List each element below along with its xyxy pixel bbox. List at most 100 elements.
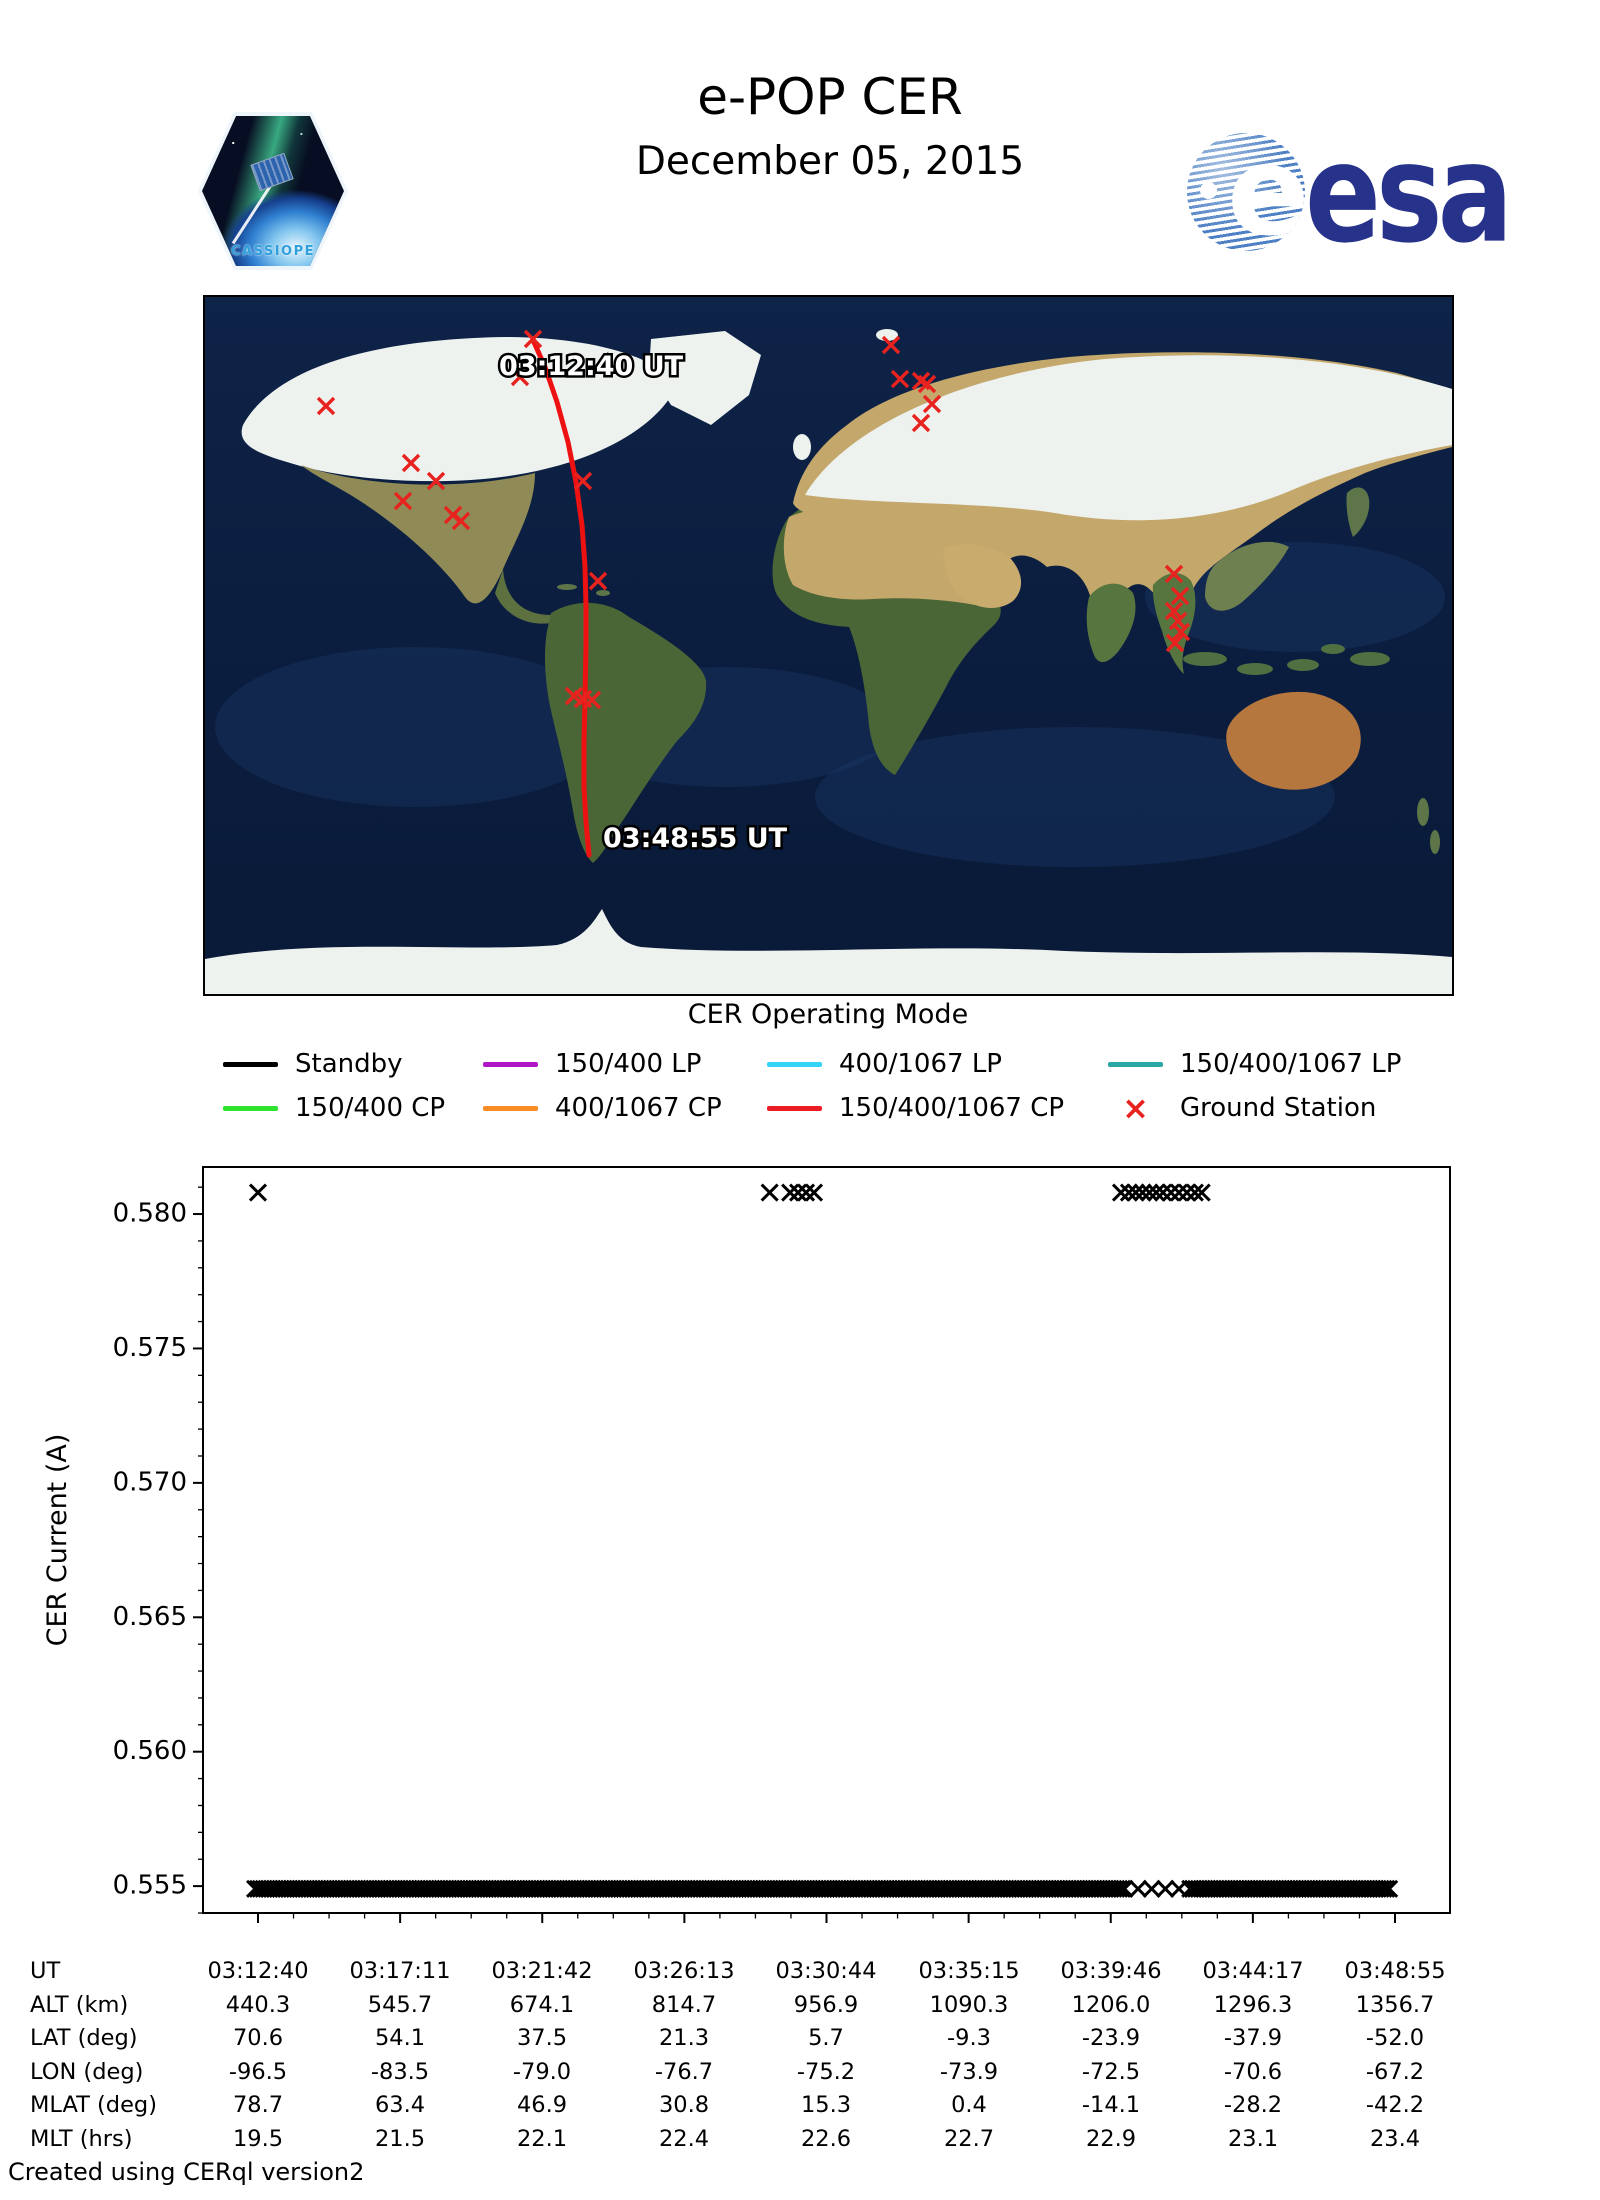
table-cell: 674.1 bbox=[509, 1992, 575, 2018]
ground-track-map-frame: 03:12:40 UT 03:48:55 UT bbox=[203, 295, 1454, 996]
data-point-x bbox=[1128, 1879, 1148, 1898]
y-axis-label: CER Current (A) bbox=[42, 1434, 73, 1647]
legend-item-400-1067-cp: 400/1067 CP bbox=[483, 1092, 722, 1124]
page-date: December 05, 2015 bbox=[635, 139, 1025, 184]
table-cell: 03:44:17 bbox=[1202, 1958, 1304, 1984]
y-tick-label: 0.580 bbox=[113, 1199, 187, 1229]
ground-station-marker bbox=[922, 394, 942, 414]
legend-line-swatch bbox=[1108, 1061, 1163, 1067]
table-cell: 1356.7 bbox=[1355, 1992, 1435, 2018]
table-cell: -42.2 bbox=[1365, 2092, 1425, 2118]
legend-label: Ground Station bbox=[1180, 1093, 1377, 1123]
table-cell: 03:21:42 bbox=[491, 1958, 593, 1984]
data-point-x bbox=[804, 1183, 824, 1202]
cassiope-mission-patch: CASSIOPE bbox=[198, 112, 348, 270]
legend-item-150-400-1067-lp: 150/400/1067 LP bbox=[1108, 1048, 1401, 1080]
data-point-x bbox=[1126, 1183, 1145, 1202]
ground-station-x-icon: × bbox=[1122, 1089, 1149, 1127]
cassiope-patch-label: CASSIOPE bbox=[230, 244, 316, 259]
ground-station-marker bbox=[510, 367, 530, 387]
table-cell: 814.7 bbox=[651, 1992, 717, 2018]
data-point-x bbox=[248, 1183, 268, 1202]
cer-current-plot: 0.555 0.560 0.565 0.570 0.575 0.580 CER Curren… bbox=[42, 1166, 1451, 1923]
table-cell: 23.1 bbox=[1227, 2126, 1279, 2152]
table-cell: -79.0 bbox=[512, 2059, 572, 2085]
page-title: e-POP CER bbox=[697, 68, 963, 126]
data-point-x bbox=[1153, 1183, 1173, 1202]
table-cell: 63.4 bbox=[374, 2092, 426, 2118]
ground-station-marker bbox=[1165, 633, 1185, 653]
data-point-x bbox=[1133, 1183, 1152, 1202]
table-cell: -72.5 bbox=[1081, 2059, 1141, 2085]
data-point-x bbox=[1112, 1879, 1132, 1898]
legend-label: 400/1067 CP bbox=[555, 1093, 722, 1123]
ground-station-marker bbox=[316, 396, 336, 416]
data-point-x bbox=[781, 1183, 800, 1202]
table-row-label: LAT (deg) bbox=[30, 2025, 138, 2051]
ground-station-marker bbox=[523, 329, 543, 349]
ground-station-marker bbox=[1168, 611, 1188, 631]
data-point-x bbox=[1115, 1879, 1134, 1898]
table-cell: 03:35:15 bbox=[918, 1958, 1020, 1984]
legend-label: 150/400/1067 CP bbox=[839, 1093, 1065, 1123]
legend-item-standby: Standby bbox=[223, 1048, 403, 1080]
table-row-label: MLT (hrs) bbox=[30, 2126, 133, 2152]
table-cell: 30.8 bbox=[658, 2092, 710, 2118]
table-row-ut: UT 03:12:40 03:17:11 03:21:42 03:26:13 03:30:… bbox=[0, 1958, 1600, 1988]
legend-label: 150/400 LP bbox=[555, 1049, 702, 1079]
data-point-x bbox=[1147, 1183, 1166, 1202]
data-point-x bbox=[1111, 1183, 1131, 1202]
table-cell: 54.1 bbox=[374, 2025, 426, 2051]
esa-globe-icon: e bbox=[1187, 133, 1305, 251]
footer-credit: Created using CERql version2 bbox=[8, 2158, 365, 2186]
legend-line-swatch bbox=[223, 1061, 278, 1067]
legend-item-150-400-1067-cp: 150/400/1067 CP bbox=[767, 1092, 1064, 1124]
legend-label: 150/400 CP bbox=[295, 1093, 446, 1123]
table-row-label: UT bbox=[30, 1958, 61, 1984]
table-cell: 70.6 bbox=[232, 2025, 284, 2051]
table-cell: 03:48:55 bbox=[1344, 1958, 1446, 1984]
data-point-x bbox=[1107, 1879, 1126, 1898]
table-row-lat-deg-: LAT (deg) 70.6 54.1 37.5 21.3 5.7 -9.3 -23.9 -37… bbox=[0, 2025, 1600, 2055]
table-cell: -73.9 bbox=[939, 2059, 999, 2085]
table-cell: 22.7 bbox=[943, 2126, 995, 2152]
data-point-x bbox=[1140, 1183, 1159, 1202]
ground-station-marker bbox=[881, 335, 901, 355]
table-cell: -37.9 bbox=[1223, 2025, 1283, 2051]
data-point-x bbox=[1377, 1879, 1396, 1898]
legend-line-swatch bbox=[223, 1105, 278, 1111]
table-cell: 440.3 bbox=[225, 1992, 291, 2018]
y-tick-label: 0.560 bbox=[113, 1736, 187, 1766]
data-point-x bbox=[1192, 1183, 1211, 1202]
ground-station-marker bbox=[573, 471, 593, 491]
data-point-x bbox=[1177, 1183, 1196, 1202]
table-cell: 03:12:40 bbox=[207, 1958, 309, 1984]
table-cell: 03:39:46 bbox=[1060, 1958, 1162, 1984]
legend-title: CER Operating Mode bbox=[687, 999, 969, 1030]
table-cell: -14.1 bbox=[1081, 2092, 1141, 2118]
table-cell: 5.7 bbox=[808, 2025, 844, 2051]
ground-station-marker bbox=[1171, 622, 1191, 642]
legend-item-150-400-lp: 150/400 LP bbox=[483, 1048, 701, 1080]
ground-station-marker bbox=[917, 374, 937, 394]
legend-item-150-400-cp: 150/400 CP bbox=[223, 1092, 445, 1124]
table-cell: -75.2 bbox=[796, 2059, 856, 2085]
y-tick-label: 0.555 bbox=[113, 1871, 187, 1901]
legend-label: 150/400/1067 LP bbox=[1180, 1049, 1402, 1079]
table-cell: -9.3 bbox=[947, 2025, 991, 2051]
data-point-x bbox=[1156, 1879, 1175, 1898]
legend-line-swatch bbox=[767, 1061, 822, 1067]
table-cell: -28.2 bbox=[1223, 2092, 1283, 2118]
table-cell: 23.4 bbox=[1369, 2126, 1421, 2152]
table-row-label: ALT (km) bbox=[30, 1992, 129, 2018]
legend-line-swatch bbox=[483, 1061, 538, 1067]
esa-wordmark: esa bbox=[1305, 115, 1513, 274]
legend-line-swatch bbox=[767, 1105, 822, 1111]
table-cell: -52.0 bbox=[1365, 2025, 1425, 2051]
track-end-time-label: 03:48:55 UT bbox=[603, 823, 788, 854]
y-tick-label: 0.570 bbox=[113, 1467, 187, 1497]
data-point-x bbox=[1371, 1879, 1390, 1898]
ground-station-marker bbox=[401, 453, 421, 473]
table-cell: 37.5 bbox=[516, 2025, 568, 2051]
